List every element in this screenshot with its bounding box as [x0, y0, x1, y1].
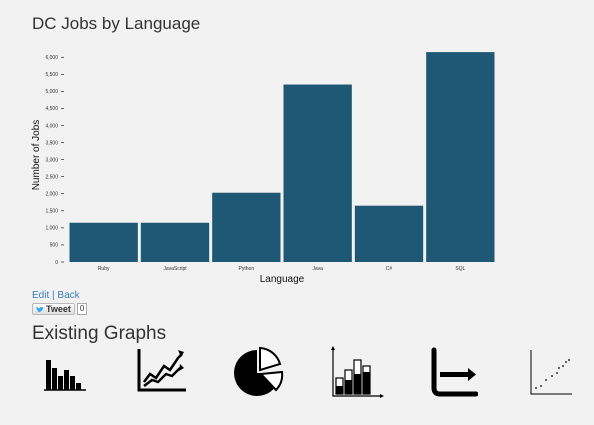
y-tick-label: 2,500	[45, 174, 58, 180]
y-tick-label: 6,000	[45, 55, 58, 61]
y-tick-label: 500	[50, 243, 59, 249]
page-title: DC Jobs by Language	[32, 14, 201, 33]
x-axis: Ruby JavaScript Python Java C# SQL	[98, 266, 466, 272]
bar-chart: 0 500 1,000 1,500 2,000 2,500 3,000 3,500 4,000 4…	[31, 52, 495, 285]
line-chart-icon[interactable]	[136, 346, 188, 394]
edit-link[interactable]: Edit	[32, 290, 50, 301]
y-tick-label: 4,500	[45, 106, 58, 112]
edit-back-links: Edit | Back	[32, 290, 80, 301]
column-chart-icon[interactable]	[330, 346, 384, 402]
y-tick-label: 3,500	[45, 140, 58, 146]
link-separator: |	[52, 290, 55, 301]
x-tick-label: C#	[386, 266, 393, 272]
tweet-widget: Tweet 0	[32, 303, 88, 315]
x-tick-label: Ruby	[98, 266, 110, 272]
y-tick-label: 5,000	[45, 89, 58, 95]
tweet-label: Tweet	[46, 304, 71, 314]
y-axis-title: Number of Jobs	[31, 120, 42, 191]
y-tick-label: 5,500	[45, 72, 58, 78]
y-tick-label: 1,500	[45, 209, 58, 215]
tweet-button[interactable]: Tweet	[32, 303, 75, 315]
scatter-plot-icon[interactable]	[528, 346, 574, 398]
bars	[69, 52, 495, 263]
bar-sql	[426, 52, 495, 262]
y-tick-label: 2,000	[45, 192, 58, 198]
bar-java	[283, 84, 352, 263]
twitter-bird-icon	[36, 306, 44, 312]
pie-chart-icon[interactable]	[232, 346, 284, 398]
horizontal-bar-chart-icon[interactable]	[430, 346, 478, 398]
back-link[interactable]: Back	[57, 290, 80, 301]
y-tick-label: 4,000	[45, 123, 58, 129]
y-tick-label: 1,000	[45, 226, 58, 232]
x-tick-label: Python	[239, 266, 255, 272]
x-tick-label: Java	[312, 266, 323, 272]
x-tick-label: JavaScript	[163, 266, 187, 272]
bar-ruby	[69, 222, 138, 262]
x-axis-title: Language	[260, 274, 305, 285]
bar-chart-icon[interactable]	[40, 346, 88, 394]
bar-python	[212, 192, 281, 262]
existing-graphs-title: Existing Graphs	[32, 323, 167, 344]
y-tick-label: 3,000	[45, 157, 58, 163]
bar-c-	[354, 205, 424, 262]
bar-javascript	[140, 222, 210, 262]
y-tick-label: 0	[55, 260, 58, 266]
y-axis: 0 500 1,000 1,500 2,000 2,500 3,000 3,500 4,000 4…	[45, 55, 64, 266]
x-tick-label: SQL	[455, 266, 465, 272]
tweet-count: 0	[76, 303, 88, 315]
